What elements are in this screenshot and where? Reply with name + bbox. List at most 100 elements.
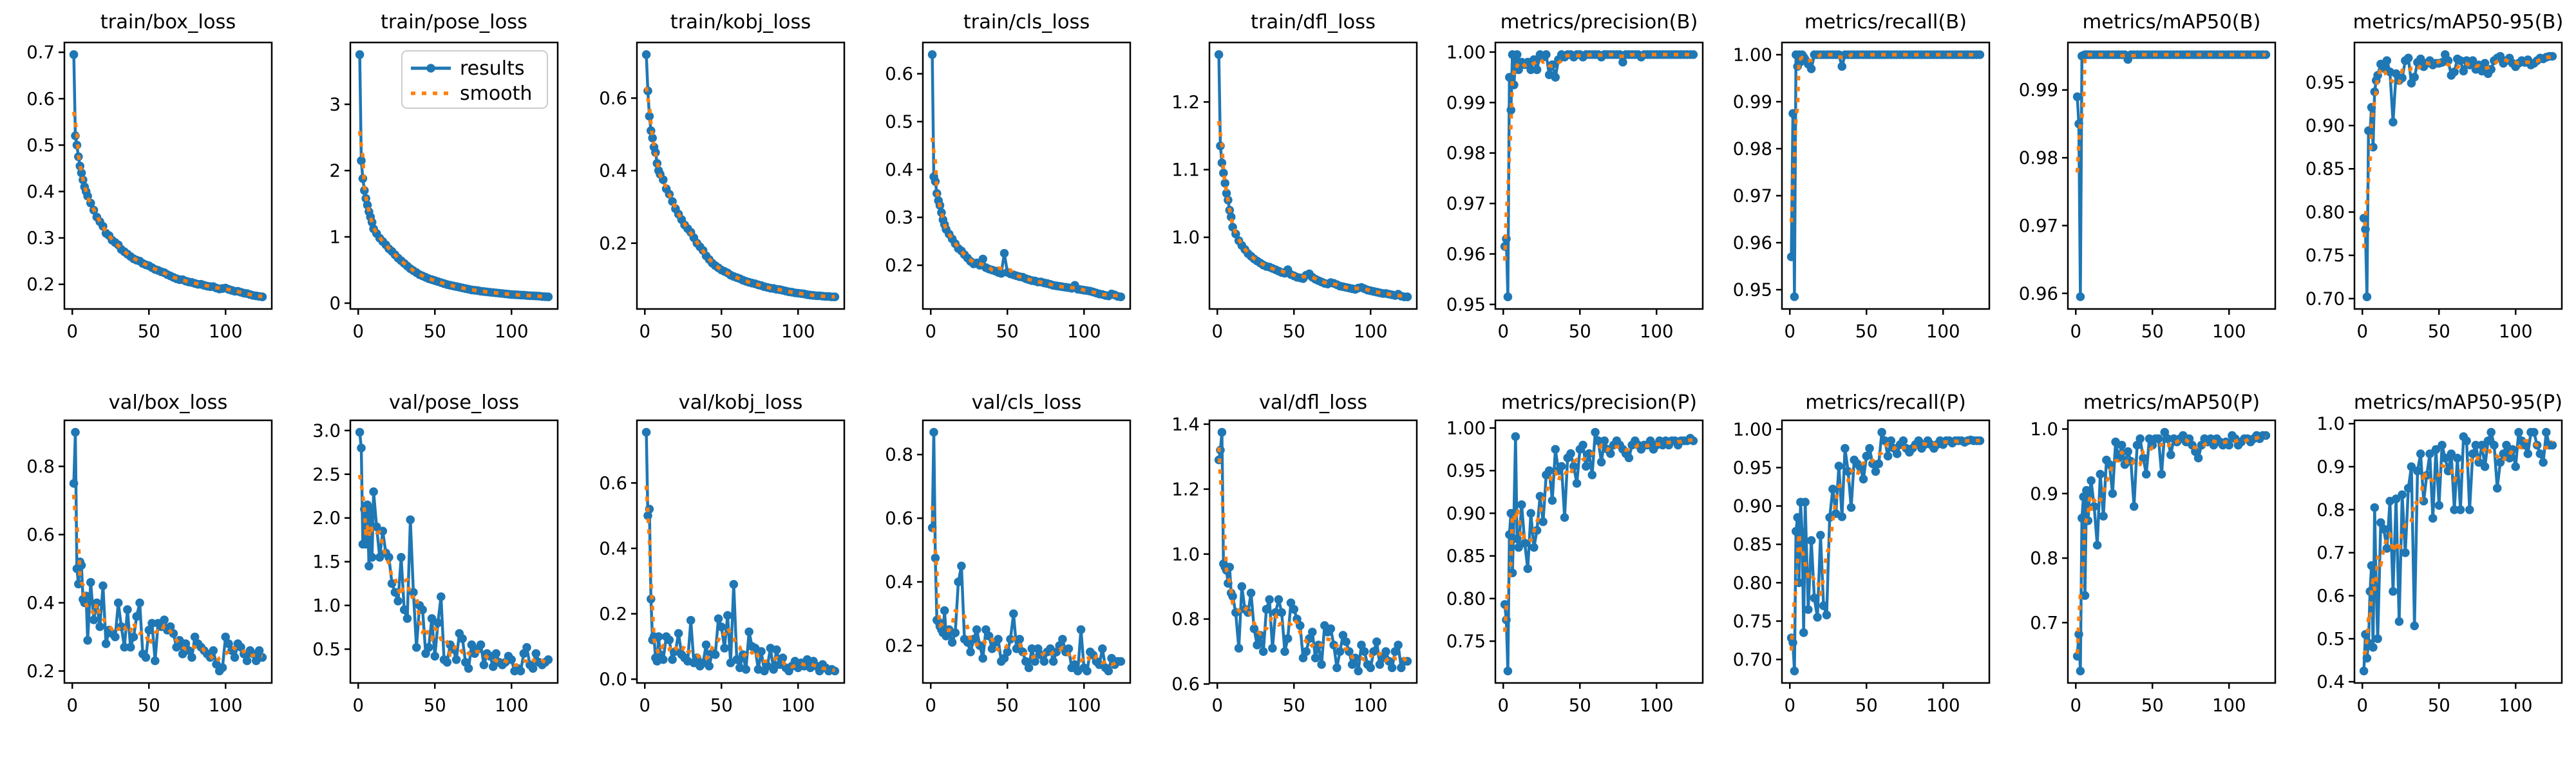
axes-frame	[922, 41, 1132, 310]
results-marker	[658, 655, 668, 664]
results-marker	[1077, 625, 1086, 634]
y-tick-label: 0.6	[26, 89, 55, 109]
series-group	[355, 50, 553, 302]
results-marker	[242, 656, 252, 666]
results-marker	[1390, 647, 1399, 656]
results-marker	[2510, 462, 2520, 471]
results-line	[2076, 53, 2266, 299]
subplot-train-pose-loss: train/pose_loss 0 50 100 0 1 2 3 results smooth	[286, 0, 573, 386]
results-marker	[1347, 660, 1357, 669]
results-marker	[1234, 644, 1244, 653]
results-marker	[2492, 483, 2502, 493]
y-tick-label: 0.85	[1732, 534, 1772, 555]
results-marker	[772, 645, 781, 655]
results-marker	[355, 50, 365, 59]
results-marker	[2154, 434, 2163, 444]
results-marker	[492, 649, 501, 658]
results-marker	[368, 553, 377, 562]
results-marker	[375, 553, 384, 562]
x-tick-label: 100	[781, 321, 815, 342]
results-marker	[1381, 647, 1390, 656]
results-marker	[641, 427, 651, 437]
results-marker	[2498, 449, 2508, 458]
x-tick-label: 50	[2141, 321, 2164, 342]
results-marker	[2425, 449, 2434, 458]
chart-canvas-metrics-precision-p: metrics/precision(P) 0 50 100 0.75 0.80 0.85 0.…	[1446, 391, 1704, 716]
results-marker	[1600, 436, 1609, 445]
y-tick-label: 0.3	[886, 207, 914, 228]
y-tick-label: 0.4	[2316, 672, 2345, 693]
results-marker	[2096, 469, 2105, 479]
results-line	[2362, 53, 2552, 299]
results-marker	[544, 292, 553, 302]
subplot-title: train/box_loss	[100, 11, 236, 33]
y-tick-label: 0.80	[1732, 573, 1772, 593]
results-marker	[1803, 605, 1813, 614]
subplot-title: val/pose_loss	[389, 391, 519, 414]
results-marker	[1064, 644, 1074, 653]
series-group	[2072, 50, 2271, 301]
results-marker	[2072, 92, 2082, 102]
series-group	[641, 50, 840, 302]
y-tick-label: 0.75	[2305, 245, 2344, 266]
smooth-line	[2075, 53, 2266, 173]
results-marker	[132, 612, 141, 621]
smooth-line	[71, 494, 263, 664]
y-tick-label: 1.1	[1171, 160, 1200, 180]
results-marker	[1015, 635, 1025, 644]
x-tick-label: 50	[1283, 321, 1305, 342]
chart-canvas-val-kobj-loss: val/kobj_loss 0 50 100 0.0 0.2 0.4 0.6	[599, 391, 846, 716]
results-marker	[978, 254, 988, 264]
results-marker	[741, 665, 750, 674]
results-marker	[778, 653, 788, 662]
results-line	[931, 54, 1122, 299]
x-tick-label: 100	[1067, 321, 1101, 342]
results-marker	[948, 638, 957, 647]
subplot-val-pose-loss: val/pose_loss 0 50 100 0.5 1.0 1.5 2.0 2.5 3.0	[286, 386, 573, 772]
y-tick-label: 0.95	[1446, 461, 1486, 481]
results-marker	[1517, 500, 1526, 509]
results-marker	[2359, 214, 2368, 223]
x-tick-label: 50	[2427, 695, 2450, 716]
results-marker	[701, 640, 711, 649]
x-tick-label: 0	[1498, 321, 1510, 342]
series-group	[2359, 427, 2557, 676]
axes-frame	[922, 419, 1132, 684]
results-marker	[458, 634, 468, 643]
series-group	[355, 427, 553, 676]
y-tick-label: 0.5	[2316, 629, 2345, 649]
results-marker	[2370, 503, 2379, 512]
results-marker	[1307, 628, 1317, 637]
x-tick-label: 0	[353, 695, 365, 716]
results-marker	[2416, 54, 2425, 64]
results-marker	[1237, 582, 1246, 591]
smooth-line	[71, 111, 263, 299]
results-marker	[95, 622, 104, 631]
results-marker	[1545, 466, 1554, 475]
y-tick-label: 1.0	[2316, 414, 2345, 434]
results-marker	[1551, 445, 1560, 454]
results-marker	[2117, 440, 2126, 450]
results-marker	[442, 658, 452, 667]
axes-frame	[636, 41, 846, 310]
x-tick-label: 50	[996, 321, 1019, 342]
subplot-val-cls-loss: val/cls_loss 0 50 100 0.2 0.4 0.6 0.8	[858, 386, 1145, 772]
y-tick-label: 0.2	[599, 233, 627, 254]
x-tick-label: 100	[2212, 321, 2246, 342]
results-marker	[83, 636, 92, 645]
series-group	[1501, 50, 1698, 302]
x-tick-label: 100	[2499, 695, 2533, 716]
results-marker	[2403, 53, 2413, 62]
results-marker	[665, 635, 674, 644]
results-marker	[1539, 517, 1548, 527]
results-marker	[1533, 65, 1542, 75]
subplot-metrics-map50-p: metrics/mAP50(P) 0 50 100 0.7 0.8 0.9 1.0	[2003, 386, 2290, 772]
subplot-title: train/dfl_loss	[1251, 11, 1376, 33]
x-tick-label: 0	[1784, 695, 1795, 716]
smooth-line	[644, 87, 835, 299]
results-marker	[372, 522, 382, 532]
results-marker	[218, 663, 227, 672]
subplot-title: metrics/recall(P)	[1805, 391, 1966, 414]
x-tick-label: 100	[1926, 695, 1960, 716]
results-marker	[113, 598, 123, 608]
